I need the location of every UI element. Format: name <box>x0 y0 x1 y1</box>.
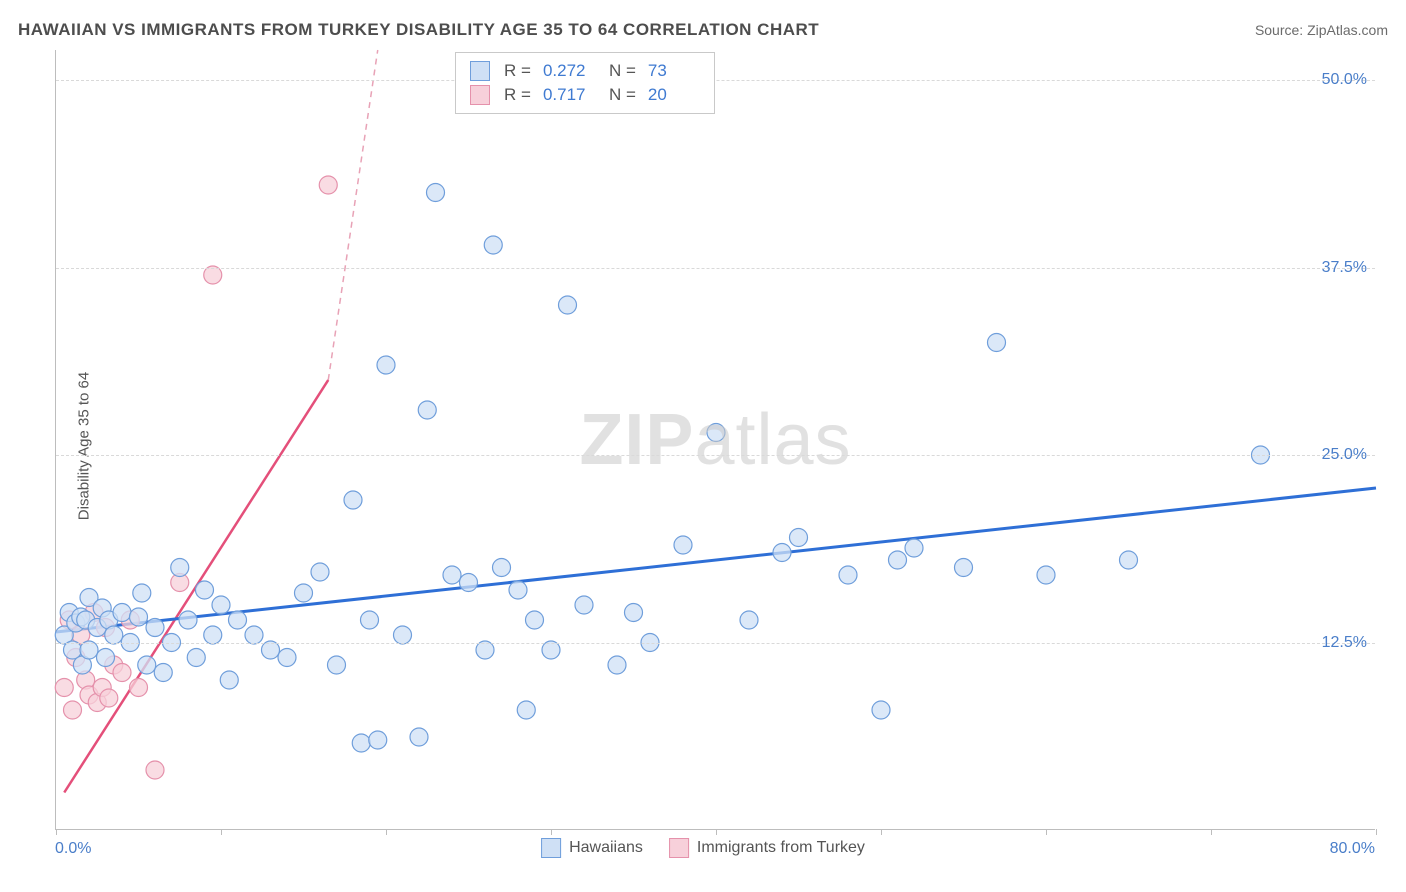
y-tick-label: 25.0% <box>1322 446 1367 464</box>
r-value-turkey: 0.717 <box>543 85 595 105</box>
chart-plot-area: ZIPatlas 12.5%25.0%37.5%50.0% <box>55 50 1375 830</box>
legend-row-turkey: R = 0.717 N = 20 <box>470 83 700 107</box>
y-tick-label: 50.0% <box>1322 71 1367 89</box>
legend-row-hawaiians: R = 0.272 N = 73 <box>470 59 700 83</box>
source-label: Source: ZipAtlas.com <box>1255 22 1388 38</box>
r-label: R = <box>504 61 531 81</box>
x-axis-min: 0.0% <box>55 840 91 858</box>
chart-svg <box>56 50 1375 829</box>
n-label: N = <box>609 85 636 105</box>
y-tick-label: 12.5% <box>1322 634 1367 652</box>
y-tick-label: 37.5% <box>1322 259 1367 277</box>
n-value-hawaiians: 73 <box>648 61 700 81</box>
r-value-hawaiians: 0.272 <box>543 61 595 81</box>
swatch-hawaiians <box>470 61 490 81</box>
x-axis-max: 80.0% <box>1330 840 1375 858</box>
n-value-turkey: 20 <box>648 85 700 105</box>
swatch-turkey <box>470 85 490 105</box>
r-label: R = <box>504 85 531 105</box>
n-label: N = <box>609 61 636 81</box>
x-axis-labels: 0.0% 80.0% <box>55 840 1375 870</box>
correlation-legend: R = 0.272 N = 73 R = 0.717 N = 20 <box>455 52 715 114</box>
chart-title: HAWAIIAN VS IMMIGRANTS FROM TURKEY DISAB… <box>18 20 819 40</box>
